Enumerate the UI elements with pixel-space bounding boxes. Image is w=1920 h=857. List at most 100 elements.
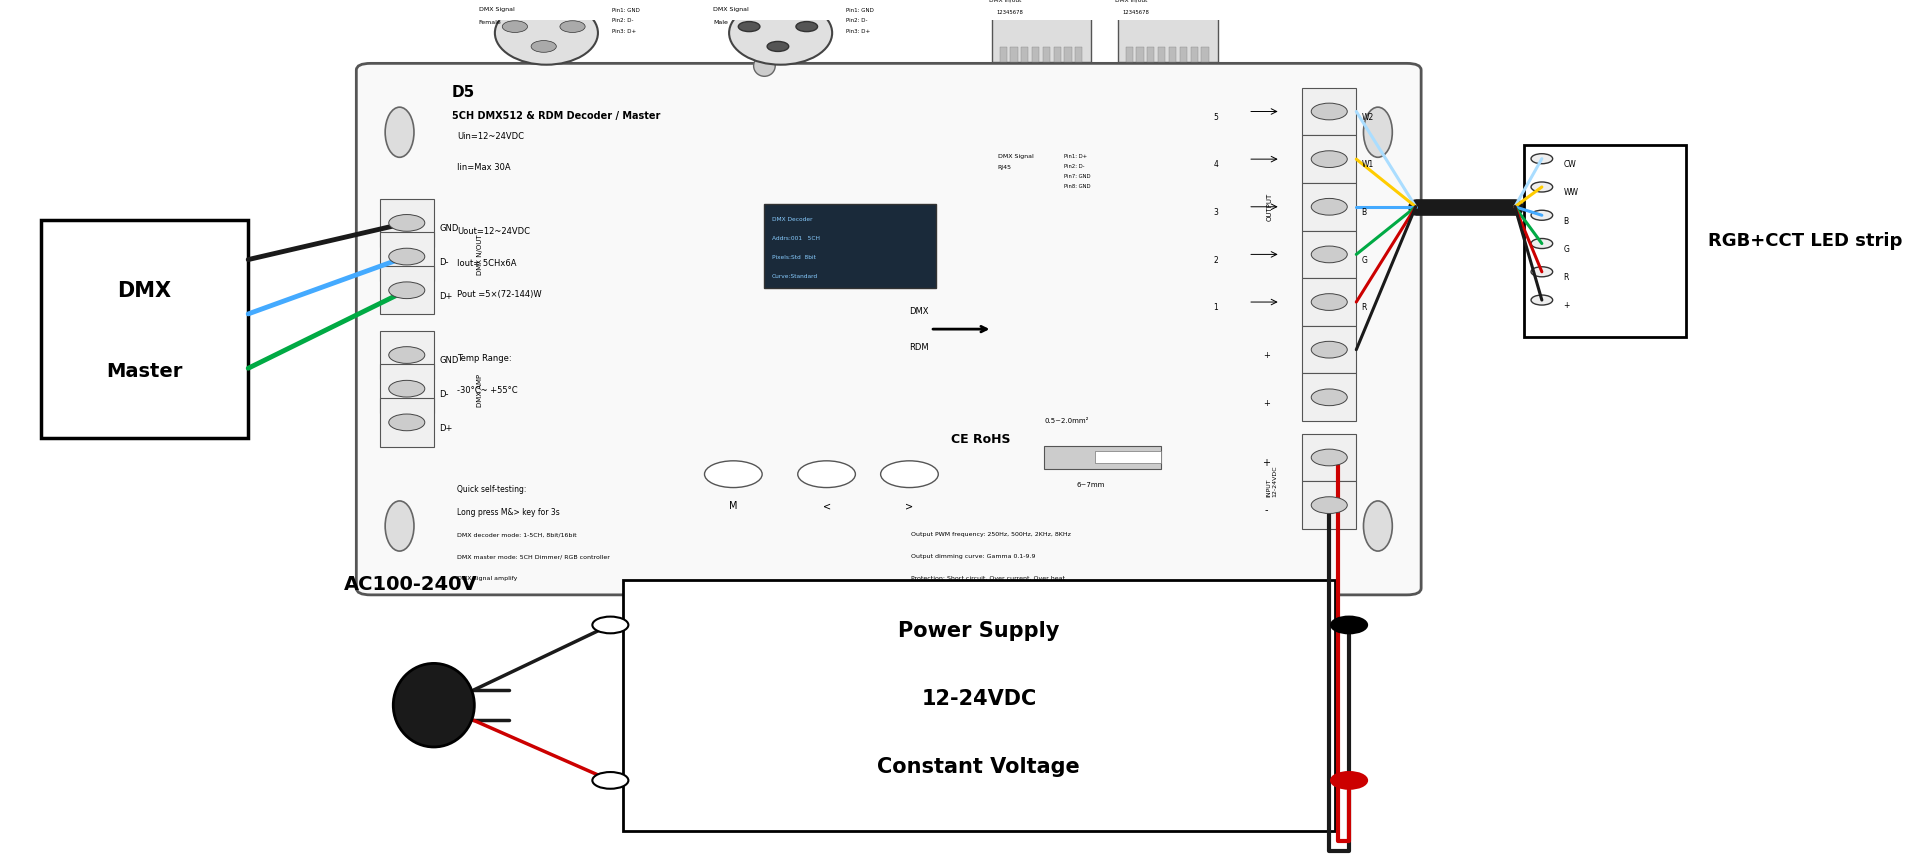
Circle shape (1311, 246, 1348, 263)
Circle shape (593, 772, 628, 788)
Bar (1179, 46, 1187, 62)
Bar (380, 232, 434, 281)
Circle shape (1311, 497, 1348, 513)
Circle shape (388, 381, 424, 397)
Bar (1302, 231, 1356, 279)
Circle shape (739, 21, 760, 32)
Circle shape (1530, 238, 1553, 249)
Text: R: R (1361, 303, 1367, 313)
Text: W2: W2 (1361, 113, 1375, 122)
Text: 4: 4 (1213, 160, 1217, 170)
Text: Curve:Standard: Curve:Standard (772, 274, 818, 279)
Text: Pin8: GND: Pin8: GND (1064, 184, 1091, 189)
Ellipse shape (394, 663, 474, 747)
Bar (1148, 46, 1154, 62)
Circle shape (1530, 267, 1553, 277)
Ellipse shape (386, 107, 415, 158)
Ellipse shape (1363, 501, 1392, 551)
Circle shape (1530, 210, 1553, 220)
Text: DMX in/out: DMX in/out (989, 0, 1021, 3)
Ellipse shape (495, 1, 597, 64)
Circle shape (388, 282, 424, 298)
Text: Pixels:Std  8bit: Pixels:Std 8bit (772, 255, 816, 261)
Text: Quick self-testing:: Quick self-testing: (457, 485, 526, 494)
Circle shape (768, 41, 789, 51)
Text: RJ45: RJ45 (998, 165, 1012, 170)
Bar (380, 364, 434, 413)
Text: Protection: Short circuit, Over current, Over heat: Protection: Short circuit, Over current,… (912, 576, 1066, 581)
Text: G: G (1361, 255, 1367, 265)
Ellipse shape (386, 501, 415, 551)
Text: +: + (1261, 458, 1271, 468)
Text: Output PWM frequency: 250Hz, 500Hz, 2KHz, 8KHz: Output PWM frequency: 250Hz, 500Hz, 2KHz… (912, 532, 1071, 537)
Text: <: < (822, 501, 831, 512)
Bar (1125, 46, 1133, 62)
Circle shape (1311, 449, 1348, 466)
Text: Pin2: D-: Pin2: D- (1064, 164, 1085, 169)
Bar (1044, 446, 1162, 469)
Text: Pin2: D-: Pin2: D- (847, 18, 868, 23)
Circle shape (1311, 151, 1348, 167)
Bar (1075, 46, 1083, 62)
Text: Uin=12~24VDC: Uin=12~24VDC (457, 132, 524, 141)
Text: B: B (1563, 217, 1569, 225)
Text: Long press M&> key for 3s: Long press M&> key for 3s (457, 507, 561, 517)
Text: Pin1: GND: Pin1: GND (612, 8, 639, 13)
Ellipse shape (1363, 107, 1392, 158)
Bar (1190, 46, 1198, 62)
Circle shape (797, 21, 818, 32)
Text: Pin1: GND: Pin1: GND (847, 8, 874, 13)
Bar (1302, 374, 1356, 421)
Bar (1302, 326, 1356, 374)
Text: DMX Signal: DMX Signal (998, 153, 1033, 159)
Text: Pin7: GND: Pin7: GND (1064, 174, 1091, 179)
Text: 1: 1 (1213, 303, 1217, 313)
Text: B: B (1361, 208, 1367, 217)
Text: +: + (1263, 351, 1269, 360)
Text: DMX signal amplify: DMX signal amplify (457, 576, 518, 581)
Circle shape (1311, 341, 1348, 358)
Circle shape (388, 414, 424, 431)
Text: Addrs:001   5CH: Addrs:001 5CH (772, 236, 820, 241)
Text: CE RoHS: CE RoHS (950, 433, 1010, 446)
Text: D-: D- (440, 258, 449, 267)
Text: DMX Signal: DMX Signal (478, 7, 515, 12)
Text: D5: D5 (451, 85, 474, 99)
Text: GND: GND (440, 357, 459, 365)
Bar (1137, 46, 1144, 62)
Text: G: G (1563, 245, 1569, 254)
Bar (1054, 46, 1060, 62)
Bar (1302, 482, 1356, 529)
Circle shape (1331, 616, 1367, 633)
Text: Temp Range:: Temp Range: (457, 354, 513, 363)
Bar (1524, 146, 1686, 338)
Text: 3: 3 (1213, 208, 1217, 217)
Text: +: + (1563, 302, 1571, 310)
Circle shape (593, 616, 628, 633)
Circle shape (1530, 295, 1553, 305)
Text: Power Supply: Power Supply (899, 621, 1060, 642)
Text: DMX: DMX (117, 280, 171, 301)
Text: DMX master mode: 5CH Dimmer/ RGB controller: DMX master mode: 5CH Dimmer/ RGB control… (457, 554, 611, 559)
Bar (380, 199, 434, 247)
Bar (1302, 279, 1356, 326)
Ellipse shape (755, 56, 776, 76)
Text: D+: D+ (440, 423, 453, 433)
Bar (1302, 135, 1356, 183)
Text: OUTPUT: OUTPUT (1265, 193, 1273, 221)
Bar (1094, 452, 1162, 463)
Bar (1031, 46, 1039, 62)
Bar (1043, 46, 1050, 62)
Bar (1202, 46, 1208, 62)
Text: AC100-240V: AC100-240V (344, 575, 478, 594)
Text: Pout =5×(72-144)W: Pout =5×(72-144)W (457, 291, 541, 299)
Circle shape (388, 214, 424, 231)
Circle shape (1530, 182, 1553, 192)
Bar (1302, 434, 1356, 482)
Bar (622, 580, 1334, 830)
Text: 12345678: 12345678 (1121, 10, 1148, 15)
Text: DMX Signal: DMX Signal (712, 7, 749, 12)
Text: Uout=12~24VDC: Uout=12~24VDC (457, 227, 530, 236)
Bar (993, 16, 1091, 62)
Text: DMX: DMX (910, 307, 929, 315)
